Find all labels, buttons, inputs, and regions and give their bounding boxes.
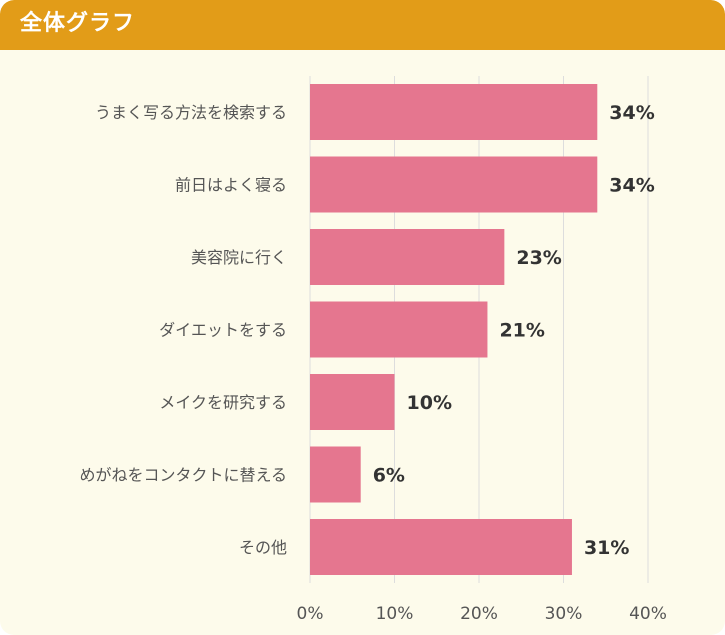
x-tick-label: 30% xyxy=(545,604,583,624)
value-label: 31% xyxy=(584,537,629,559)
category-label: めがねをコンタクトに替える xyxy=(79,466,287,485)
value-label: 34% xyxy=(609,102,654,124)
header-bar: 全体グラフ xyxy=(0,0,725,50)
x-tick-label: 10% xyxy=(376,604,414,624)
category-label: メイクを研究する xyxy=(159,393,287,412)
x-tick-label: 20% xyxy=(460,604,498,624)
category-label: うまく写る方法を検索する xyxy=(95,103,287,122)
value-label: 10% xyxy=(407,392,452,414)
value-label: 34% xyxy=(609,175,654,197)
value-label: 6% xyxy=(373,465,405,487)
x-tick-label: 40% xyxy=(629,604,667,624)
bar xyxy=(310,374,395,430)
bar xyxy=(310,519,572,575)
category-label: 美容院に行く xyxy=(191,248,287,267)
value-label: 23% xyxy=(516,247,561,269)
category-label: 前日はよく寝る xyxy=(175,176,287,195)
bar xyxy=(310,301,488,358)
category-label: その他 xyxy=(239,538,287,557)
chart-title: 全体グラフ xyxy=(20,11,136,36)
x-tick-label: 0% xyxy=(297,604,324,624)
bar xyxy=(310,229,505,285)
value-label: 21% xyxy=(499,320,544,342)
bar xyxy=(310,84,598,140)
bar xyxy=(310,156,598,213)
category-label: ダイエットをする xyxy=(159,321,287,340)
bar xyxy=(310,446,361,503)
